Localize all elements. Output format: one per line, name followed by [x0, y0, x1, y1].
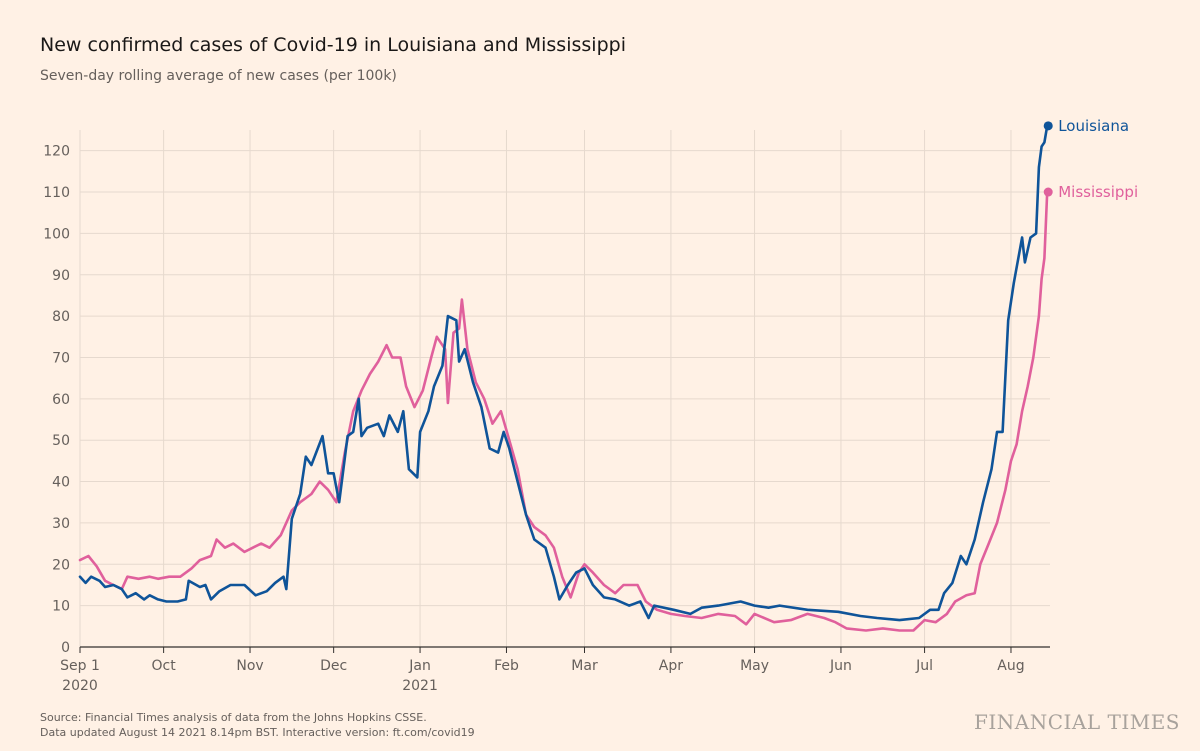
x-tick-label: Jun	[829, 658, 852, 674]
x-tick-year-label: 2020	[62, 678, 98, 694]
x-tick-label: Apr	[659, 658, 683, 674]
y-tick-label: 70	[52, 350, 70, 366]
x-tick-label: Aug	[997, 658, 1024, 674]
y-tick-label: 0	[61, 640, 70, 656]
y-tick-label: 40	[52, 475, 70, 491]
x-tick-label: Oct	[152, 658, 177, 674]
y-tick-label: 80	[52, 309, 70, 325]
update-note: Data updated August 14 2021 8.14pm BST. …	[40, 726, 475, 739]
x-tick-label: Jul	[915, 658, 933, 674]
label-layer: 0 10 20 30 40 50 60 70 80 90 100 110 120 Sep 1 2020 Oct…	[43, 117, 1138, 694]
y-tick-label: 10	[52, 599, 70, 615]
y-tick-label: 50	[52, 433, 70, 449]
x-tick-year-label: 2021	[402, 678, 438, 694]
legend-label-louisiana: Louisiana	[1058, 117, 1129, 135]
y-tick-label: 30	[52, 516, 70, 532]
endpoint-dot-mississippi	[1043, 187, 1053, 197]
brand-logo: FINANCIAL TIMES	[973, 710, 1180, 734]
x-tick-label: Jan	[408, 658, 431, 674]
endpoint-dot-louisiana	[1043, 121, 1053, 131]
series-line-louisiana	[78, 124, 1049, 622]
y-tick-label: 60	[52, 392, 70, 408]
y-tick-label: 100	[43, 226, 70, 242]
x-tick-label: Feb	[494, 658, 519, 674]
y-tick-label: 20	[52, 557, 70, 573]
series-layer	[78, 121, 1053, 632]
y-tick-label: 90	[52, 268, 70, 284]
chart-subtitle: Seven-day rolling average of new cases (…	[40, 68, 397, 84]
source-note: Source: Financial Times analysis of data…	[40, 711, 427, 724]
x-tick-label: Dec	[320, 658, 347, 674]
grid	[79, 130, 1050, 653]
y-tick-label: 110	[43, 185, 70, 201]
x-tick-label: May	[740, 658, 769, 674]
legend-label-mississippi: Mississippi	[1058, 183, 1138, 201]
series-line-mississippi	[78, 190, 1049, 632]
x-tick-label: Nov	[236, 658, 263, 674]
x-tick-label: Mar	[571, 658, 598, 674]
chart-title: New confirmed cases of Covid-19 in Louis…	[40, 34, 626, 56]
footer: Source: Financial Times analysis of data…	[40, 710, 475, 740]
y-tick-label: 120	[43, 144, 70, 160]
x-tick-label: Sep 1	[60, 658, 100, 674]
